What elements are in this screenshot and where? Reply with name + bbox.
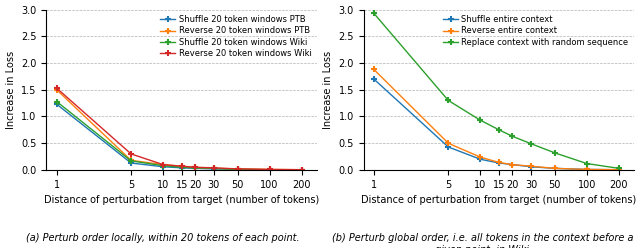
Shuffle entire context — [551, 167, 559, 170]
Shuffle 20 token windows Wiki — [127, 159, 135, 162]
Line: Shuffle 20 token windows PTB: Shuffle 20 token windows PTB — [53, 101, 305, 173]
Shuffle 20 token windows Wiki — [159, 164, 167, 167]
Shuffle 20 token windows Wiki — [210, 167, 218, 170]
Shuffle 20 token windows Wiki — [53, 100, 61, 103]
Reverse 20 token windows PTB — [191, 166, 199, 169]
X-axis label: Distance of perturbation from target (number of tokens): Distance of perturbation from target (nu… — [362, 195, 637, 205]
Shuffle 20 token windows Wiki — [234, 168, 241, 171]
Reverse 20 token windows PTB — [266, 168, 273, 171]
Shuffle entire context — [615, 168, 623, 171]
Shuffle entire context — [527, 165, 535, 168]
Reverse 20 token windows Wiki — [298, 168, 305, 171]
Shuffle 20 token windows Wiki — [178, 166, 186, 169]
Shuffle 20 token windows PTB — [210, 167, 218, 170]
Shuffle 20 token windows PTB — [127, 161, 135, 164]
Shuffle 20 token windows PTB — [234, 168, 241, 171]
Shuffle entire context — [477, 158, 484, 161]
Reverse 20 token windows PTB — [178, 165, 186, 168]
Replace context with random sequence — [495, 128, 503, 131]
Replace context with random sequence — [370, 12, 378, 15]
Shuffle 20 token windows Wiki — [298, 168, 305, 171]
Reverse 20 token windows Wiki — [159, 163, 167, 166]
Reverse entire context — [551, 167, 559, 170]
Reverse entire context — [583, 168, 591, 171]
Reverse 20 token windows Wiki — [178, 165, 186, 168]
Shuffle entire context — [444, 146, 452, 149]
Shuffle 20 token windows PTB — [159, 165, 167, 168]
Shuffle 20 token windows Wiki — [266, 168, 273, 171]
Shuffle entire context — [583, 168, 591, 171]
Shuffle 20 token windows PTB — [298, 168, 305, 171]
Shuffle 20 token windows PTB — [266, 168, 273, 171]
Reverse 20 token windows PTB — [298, 168, 305, 171]
Reverse 20 token windows Wiki — [266, 168, 273, 171]
Reverse entire context — [495, 161, 503, 164]
Reverse 20 token windows Wiki — [191, 166, 199, 169]
Text: (a) Perturb order locally, within 20 tokens of each point.: (a) Perturb order locally, within 20 tok… — [26, 233, 300, 243]
Legend: Shuffle entire context, Reverse entire context, Replace context with random sequ: Shuffle entire context, Reverse entire c… — [442, 14, 630, 48]
Shuffle 20 token windows Wiki — [191, 166, 199, 169]
Reverse 20 token windows PTB — [127, 159, 135, 162]
Line: Reverse entire context: Reverse entire context — [371, 66, 622, 173]
Reverse entire context — [527, 165, 535, 168]
Replace context with random sequence — [615, 167, 623, 170]
Reverse entire context — [509, 163, 516, 166]
Line: Replace context with random sequence: Replace context with random sequence — [371, 10, 622, 172]
Shuffle 20 token windows PTB — [53, 103, 61, 106]
Shuffle 20 token windows PTB — [191, 167, 199, 170]
Replace context with random sequence — [583, 162, 591, 165]
Replace context with random sequence — [509, 135, 516, 138]
Replace context with random sequence — [477, 119, 484, 122]
Reverse 20 token windows PTB — [234, 167, 241, 170]
Text: (b) Perturb global order, i.e. all tokens in the context before a
given point, i: (b) Perturb global order, i.e. all token… — [332, 233, 634, 248]
Shuffle 20 token windows PTB — [178, 166, 186, 169]
Reverse entire context — [444, 142, 452, 145]
Reverse 20 token windows PTB — [159, 163, 167, 166]
Y-axis label: Increase in Loss: Increase in Loss — [6, 51, 15, 129]
Reverse entire context — [615, 168, 623, 171]
Replace context with random sequence — [527, 142, 535, 145]
Reverse 20 token windows Wiki — [127, 153, 135, 155]
Line: Shuffle 20 token windows Wiki: Shuffle 20 token windows Wiki — [53, 98, 305, 173]
Replace context with random sequence — [551, 151, 559, 154]
Legend: Shuffle 20 token windows PTB, Reverse 20 token windows PTB, Shuffle 20 token win: Shuffle 20 token windows PTB, Reverse 20… — [159, 14, 313, 59]
Line: Reverse 20 token windows PTB: Reverse 20 token windows PTB — [53, 86, 305, 173]
Reverse entire context — [370, 68, 378, 71]
Line: Shuffle entire context: Shuffle entire context — [371, 76, 622, 173]
Line: Reverse 20 token windows Wiki: Reverse 20 token windows Wiki — [53, 85, 305, 173]
Reverse 20 token windows Wiki — [234, 167, 241, 170]
Shuffle entire context — [370, 78, 378, 81]
Replace context with random sequence — [444, 99, 452, 102]
X-axis label: Distance of perturbation from target (number of tokens): Distance of perturbation from target (nu… — [44, 195, 319, 205]
Reverse 20 token windows PTB — [210, 167, 218, 170]
Reverse 20 token windows Wiki — [53, 87, 61, 90]
Shuffle entire context — [495, 161, 503, 164]
Shuffle entire context — [509, 163, 516, 166]
Y-axis label: Increase in Loss: Increase in Loss — [323, 51, 333, 129]
Reverse 20 token windows Wiki — [210, 166, 218, 169]
Reverse 20 token windows PTB — [53, 88, 61, 91]
Reverse entire context — [477, 156, 484, 159]
